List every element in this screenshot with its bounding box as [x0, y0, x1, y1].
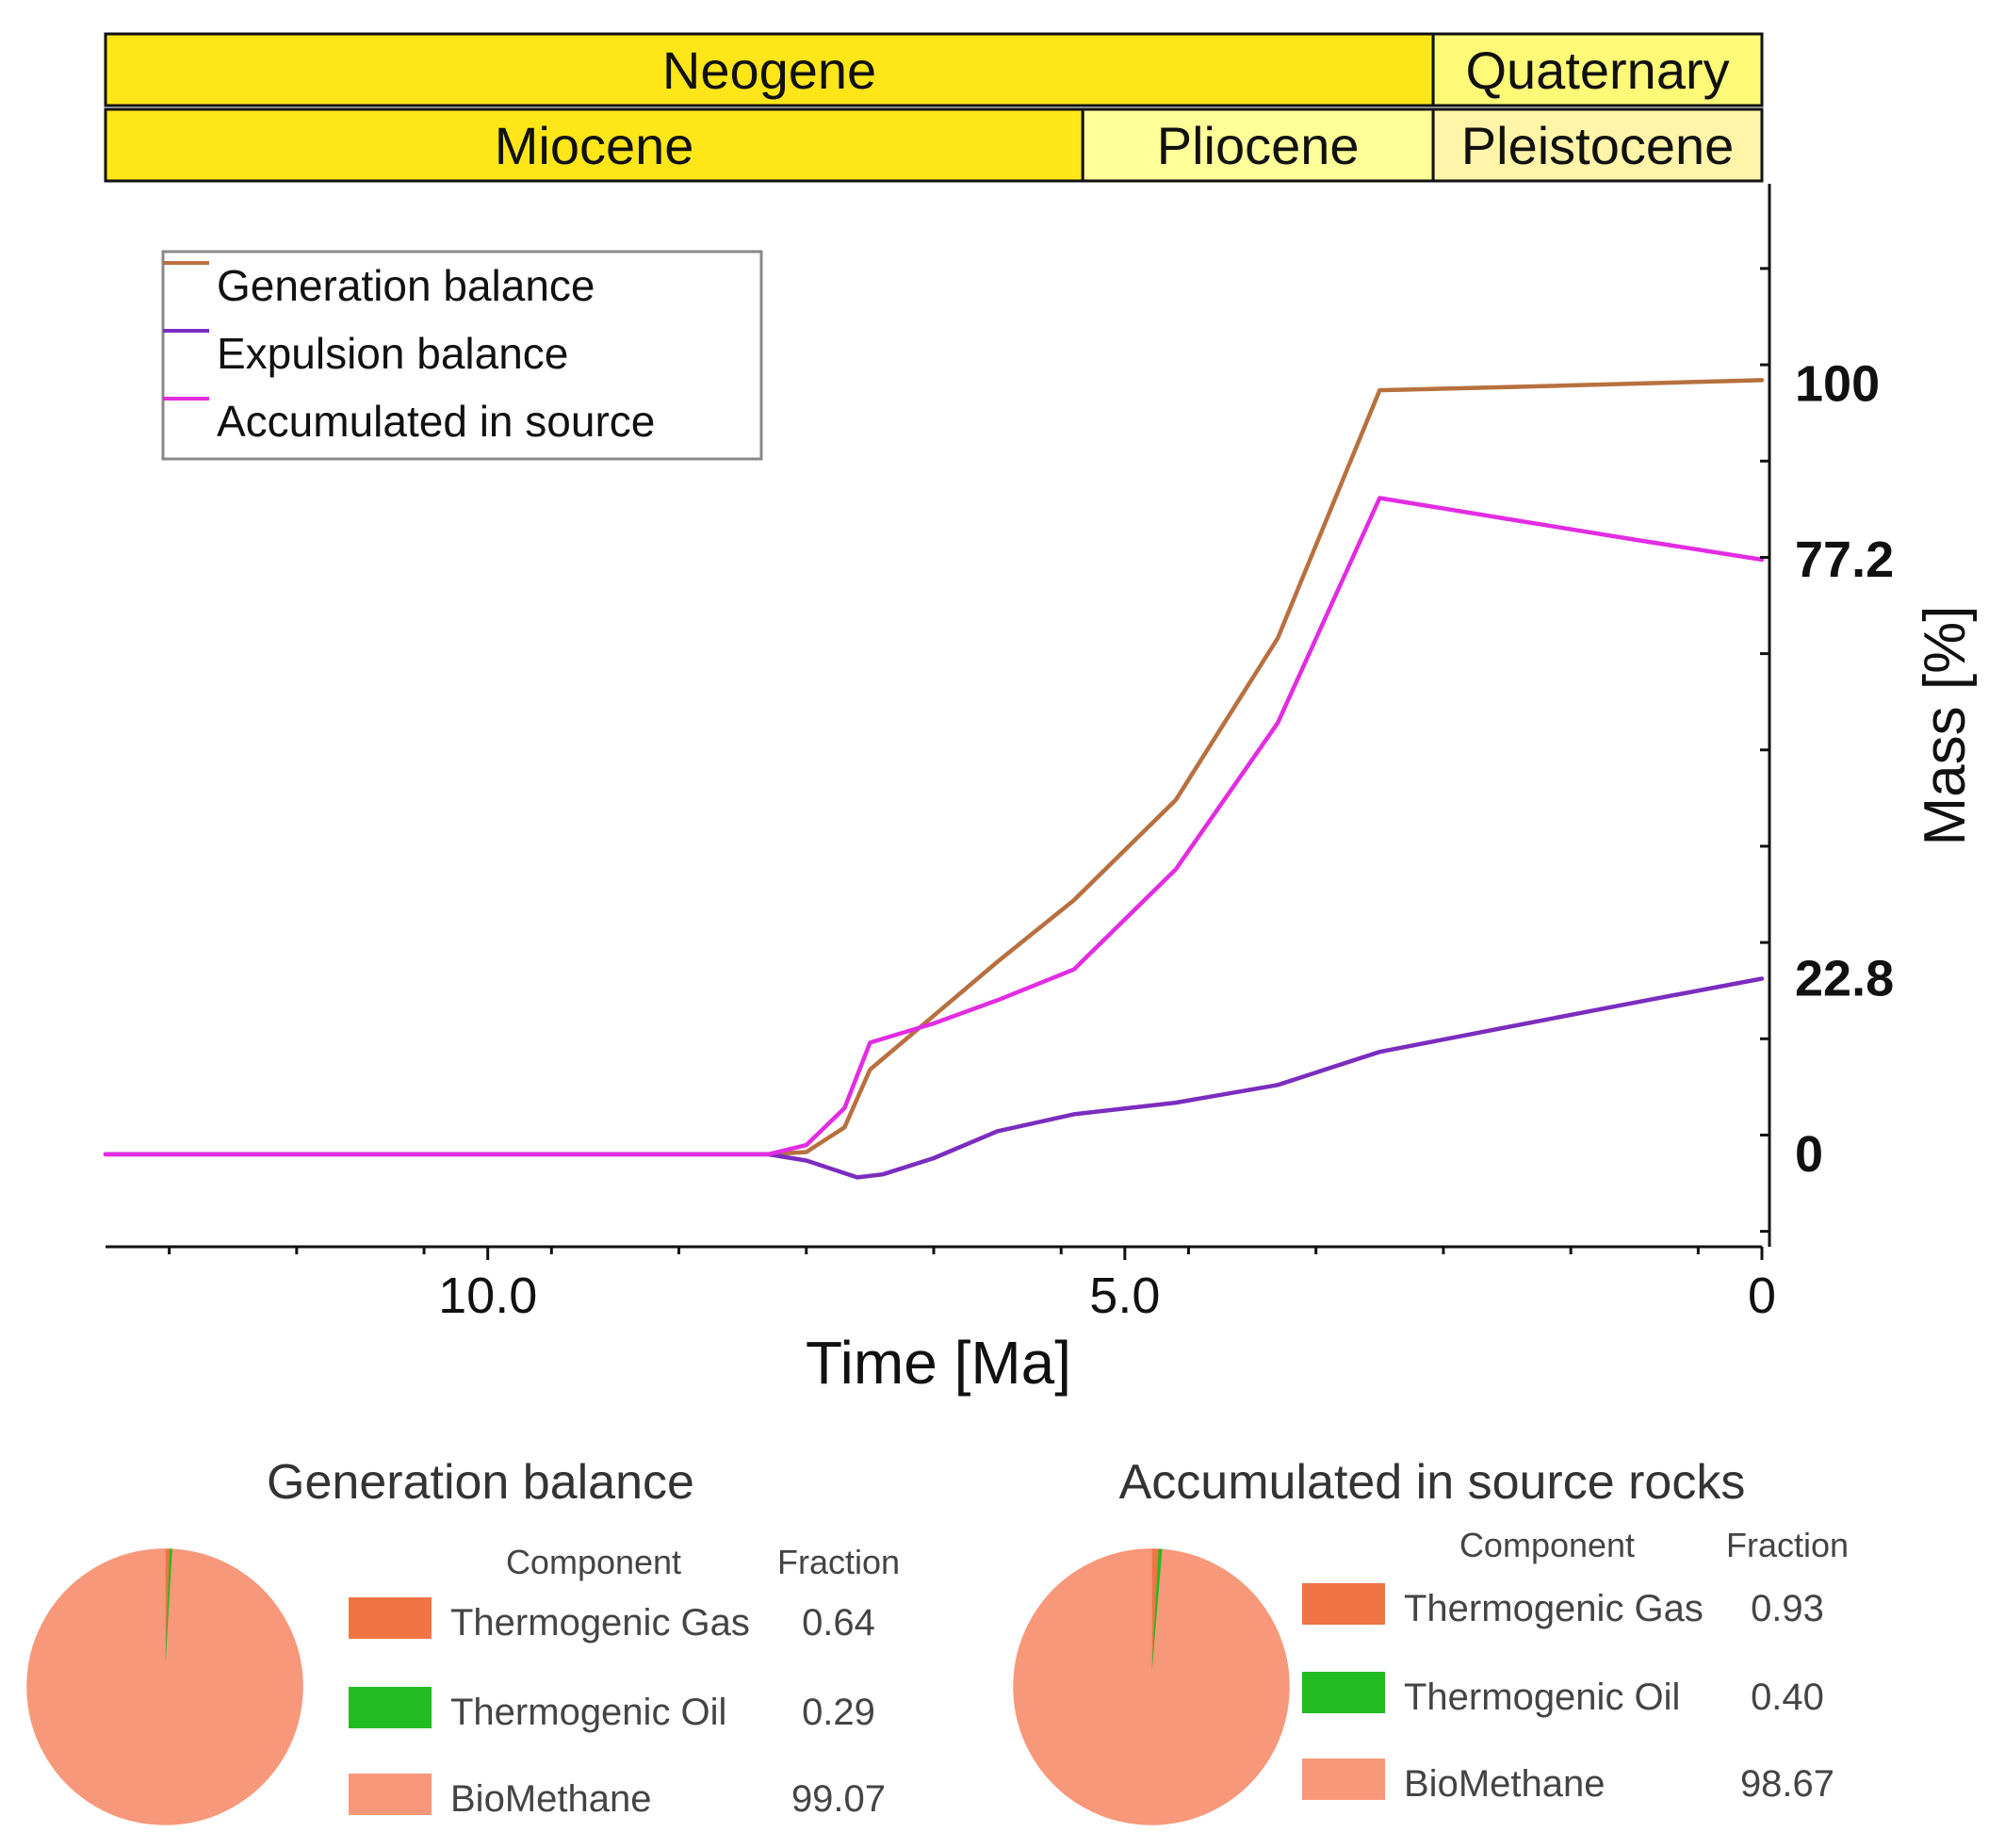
pie-title: Generation balance [267, 1455, 694, 1510]
legend-label-biomethane: BioMethane [450, 1778, 651, 1820]
legend-swatch-thermogenic-oil [349, 1687, 432, 1728]
x-tick-label: 5.0 [1089, 1267, 1160, 1324]
y-tick-label: 77.2 [1795, 532, 1894, 588]
epoch-miocene-band [104, 107, 1084, 183]
pie-slice-biomethane [26, 1548, 303, 1825]
pie-chart-generation-balance: Generation balance Component Fraction Therm… [26, 1455, 900, 1825]
x-tick-label: 0 [1748, 1267, 1776, 1324]
legend-swatch-biomethane [1302, 1758, 1385, 1800]
legend-label-thermogenic-oil: Thermogenic Oil [450, 1692, 726, 1733]
legend-label-generation-balance: Generation balance [217, 261, 595, 310]
legend[interactable]: Generation balance Expulsion balance Accum… [161, 250, 763, 461]
line-chart: 10.0 5.0 0 100 77.2 22.8 0 Time [Ma] Mass [%] Ge… [103, 184, 1978, 1397]
legend-label-accumulated-in-source: Accumulated in source [217, 397, 655, 446]
y-tick-label: 0 [1795, 1126, 1823, 1183]
y-tick-label: 22.8 [1795, 951, 1894, 1007]
legend-value-biomethane: 98.67 [1740, 1763, 1834, 1805]
series-line-generation-balance [103, 378, 1765, 1157]
period-quaternary-band [1431, 32, 1764, 107]
legend-swatch-thermogenic-gas [349, 1597, 432, 1639]
legend-label-thermogenic-gas: Thermogenic Gas [450, 1602, 750, 1644]
x-axis-title: Time [Ma] [806, 1329, 1071, 1397]
legend-value-thermogenic-oil: 0.40 [1751, 1676, 1824, 1718]
legend-label-expulsion-balance: Expulsion balance [217, 329, 568, 378]
x-tick-label: 10.0 [438, 1267, 537, 1324]
pie-chart-accumulated-in-source-rocks: Accumulated in source rocks Component Frac… [1013, 1455, 1849, 1825]
epoch-pleistocene-label: Pleistocene [1461, 116, 1735, 175]
y-axis-title: Mass [%] [1913, 606, 1978, 846]
epoch-miocene-label: Miocene [495, 116, 694, 175]
epoch-pleistocene-band [1431, 107, 1764, 183]
legend-swatch-biomethane [349, 1774, 432, 1815]
pie-title: Accumulated in source rocks [1119, 1455, 1746, 1510]
legend-label-thermogenic-gas: Thermogenic Gas [1404, 1588, 1703, 1629]
legend-value-thermogenic-gas: 0.93 [1751, 1588, 1824, 1629]
axes: 10.0 5.0 0 100 77.2 22.8 0 Time [Ma] Mass [%] [106, 184, 1978, 1397]
legend-label-thermogenic-oil: Thermogenic Oil [1404, 1676, 1680, 1718]
series-layer [103, 378, 1765, 1180]
y-tick-label: 100 [1795, 356, 1880, 413]
legend-header-component: Component [506, 1543, 681, 1581]
legend-swatch-thermogenic-oil [1302, 1672, 1385, 1713]
legend-label-biomethane: BioMethane [1404, 1763, 1605, 1805]
legend-header-fraction: Fraction [1726, 1526, 1849, 1564]
series-line-expulsion-balance [103, 976, 1765, 1180]
series-line-accumulated-in-source [103, 496, 1765, 1157]
pie-slice-biomethane [1013, 1548, 1290, 1825]
period-neogene-label: Neogene [662, 41, 876, 100]
geologic-timescale: Neogene Quaternary Miocene Pliocene Pleistoc… [104, 32, 1764, 183]
legend-header-component: Component [1459, 1526, 1635, 1564]
legend-value-thermogenic-oil: 0.29 [802, 1692, 875, 1733]
legend-swatch-thermogenic-gas [1302, 1583, 1385, 1625]
legend-value-thermogenic-gas: 0.64 [802, 1602, 875, 1644]
legend-header-fraction: Fraction [777, 1543, 900, 1581]
period-neogene-band [104, 32, 1435, 107]
legend-value-biomethane: 99.07 [791, 1778, 886, 1820]
legend-box [161, 250, 763, 461]
epoch-pliocene-label: Pliocene [1157, 116, 1360, 175]
period-quaternary-label: Quaternary [1465, 41, 1729, 100]
